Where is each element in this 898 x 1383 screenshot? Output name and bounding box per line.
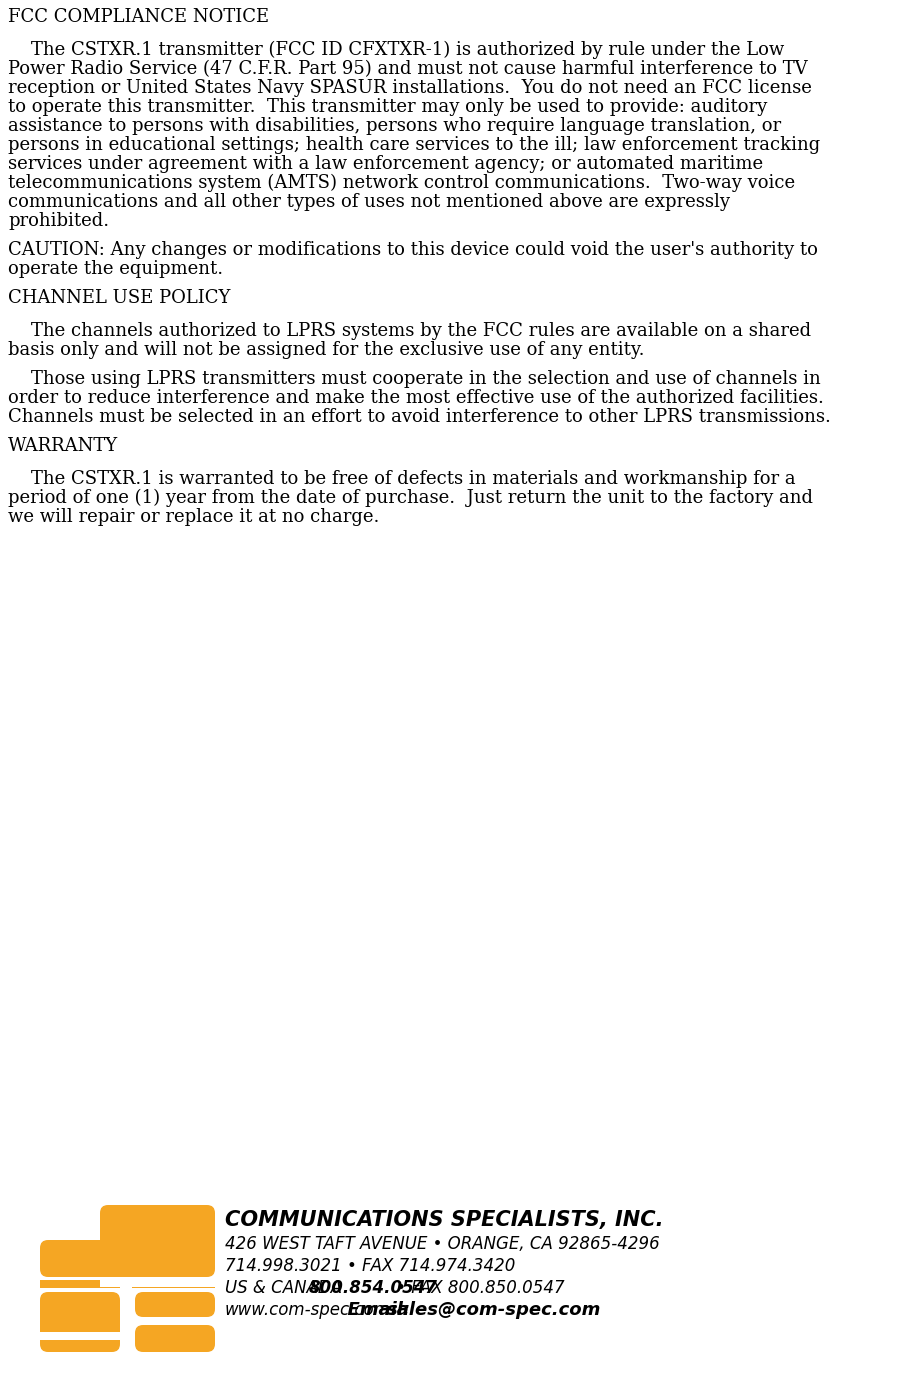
Text: we will repair or replace it at no charge.: we will repair or replace it at no charg… [8,508,379,526]
Text: reception or United States Navy SPASUR installations.  You do not need an FCC li: reception or United States Navy SPASUR i… [8,79,812,97]
Text: communications and all other types of uses not mentioned above are expressly: communications and all other types of us… [8,194,730,212]
Text: 800.854.0547: 800.854.0547 [309,1279,438,1297]
Text: order to reduce interference and make the most effective use of the authorized f: order to reduce interference and make th… [8,389,823,407]
Text: Power Radio Service (47 C.F.R. Part 95) and must not cause harmful interference : Power Radio Service (47 C.F.R. Part 95) … [8,59,807,77]
Text: COMMUNICATIONS SPECIALISTS, INC.: COMMUNICATIONS SPECIALISTS, INC. [225,1210,664,1229]
FancyBboxPatch shape [100,1205,215,1277]
Text: telecommunications system (AMTS) network control communications.  Two-way voice: telecommunications system (AMTS) network… [8,174,795,192]
Bar [40,1332,130,1340]
Text: www.com-spec.com: www.com-spec.com [225,1301,391,1319]
Text: basis only and will not be assigned for the exclusive use of any entity.: basis only and will not be assigned for … [8,342,645,360]
FancyBboxPatch shape [40,1292,120,1353]
Text: period of one (1) year from the date of purchase.  Just return the unit to the f: period of one (1) year from the date of … [8,490,813,508]
Text: sales@com-spec.com: sales@com-spec.com [387,1301,602,1319]
Text: CAUTION: Any changes or modifications to this device could void the user's autho: CAUTION: Any changes or modifications to… [8,241,818,259]
Text: 426 WEST TAFT AVENUE • ORANGE, CA 92865-4296: 426 WEST TAFT AVENUE • ORANGE, CA 92865-… [225,1235,660,1253]
Bar [120,1285,132,1325]
Text: prohibited.: prohibited. [8,212,110,230]
Text: Channels must be selected in an effort to avoid interference to other LPRS trans: Channels must be selected in an effort t… [8,408,831,426]
Text: persons in educational settings; health care services to the ill; law enforcemen: persons in educational settings; health … [8,136,820,154]
Text: to operate this transmitter.  This transmitter may only be used to provide: audi: to operate this transmitter. This transm… [8,98,767,116]
Bar [40,1281,215,1288]
Text: services under agreement with a law enforcement agency; or automated maritime: services under agreement with a law enfo… [8,155,763,173]
Text: The CSTXR.1 is warranted to be free of defects in materials and workmanship for : The CSTXR.1 is warranted to be free of d… [8,470,796,488]
Text: assistance to persons with disabilities, persons who require language translatio: assistance to persons with disabilities,… [8,118,781,136]
Text: US & CANADA: US & CANADA [225,1279,348,1297]
Bar [100,1277,215,1288]
Text: CHANNEL USE POLICY: CHANNEL USE POLICY [8,289,231,307]
Text: WARRANTY: WARRANTY [8,437,119,455]
Text: FCC COMPLIANCE NOTICE: FCC COMPLIANCE NOTICE [8,8,269,26]
Text: Those using LPRS transmitters must cooperate in the selection and use of channel: Those using LPRS transmitters must coope… [8,371,821,389]
Text: operate the equipment.: operate the equipment. [8,260,223,278]
Text: • FAX 800.850.0547: • FAX 800.850.0547 [391,1279,565,1297]
Text: 714.998.3021 • FAX 714.974.3420: 714.998.3021 • FAX 714.974.3420 [225,1257,515,1275]
FancyBboxPatch shape [40,1241,135,1277]
FancyBboxPatch shape [135,1325,215,1353]
Text: The CSTXR.1 transmitter (FCC ID CFXTXR-1) is authorized by rule under the Low: The CSTXR.1 transmitter (FCC ID CFXTXR-1… [8,41,784,59]
Text: The channels authorized to LPRS systems by the FCC rules are available on a shar: The channels authorized to LPRS systems … [8,322,811,340]
Text: Email:: Email: [335,1301,417,1319]
FancyBboxPatch shape [135,1292,215,1317]
